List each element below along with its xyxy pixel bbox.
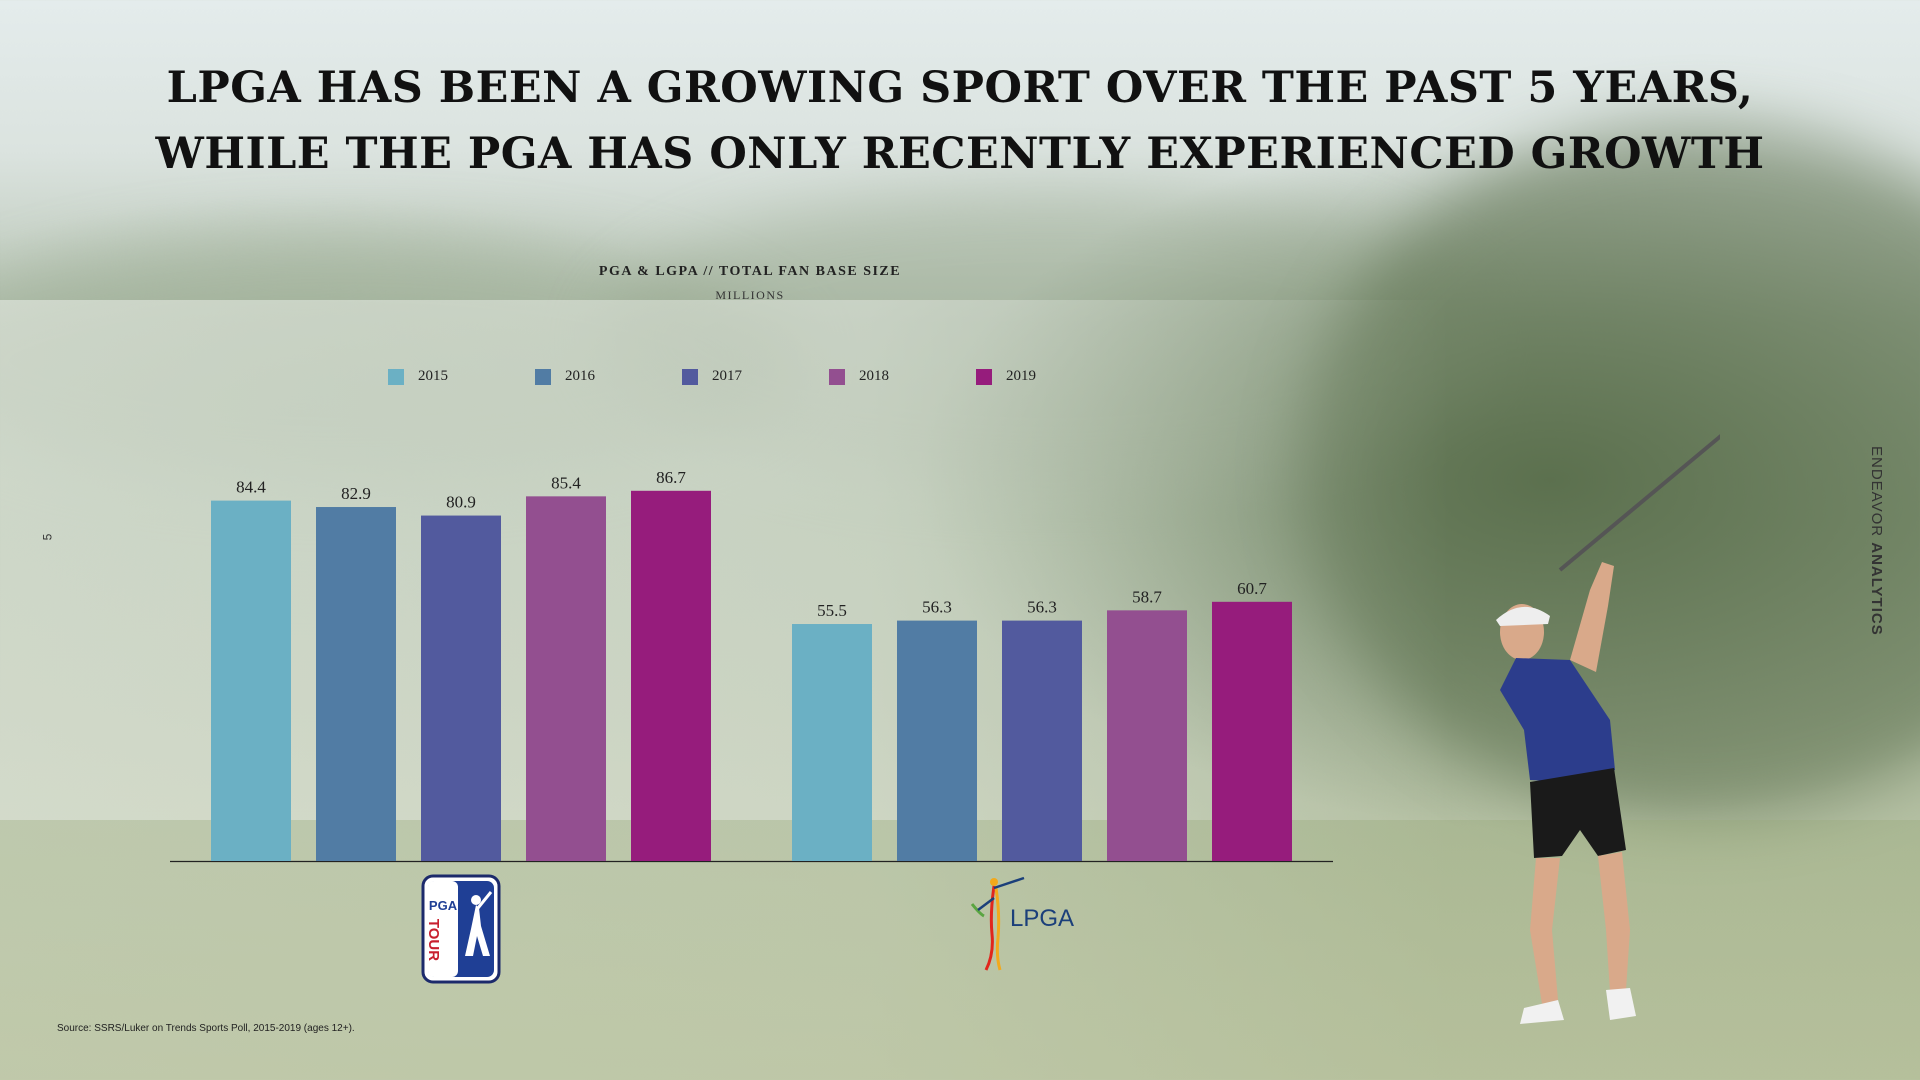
legend-swatch-2017 [682, 368, 698, 385]
page-number: 5 [40, 533, 55, 541]
brand-label: ENDEAVOR ANALYTICS [1868, 446, 1885, 636]
legend-item-2017: 2017 [682, 368, 742, 385]
source-note: Source: SSRS/Luker on Trends Sports Poll… [57, 1023, 355, 1034]
data-label-lpga-2015: 55.5 [817, 601, 847, 620]
golfer-photo [1496, 434, 1720, 1024]
bar-pga-2015 [211, 500, 291, 861]
legend-swatch-2018 [829, 368, 845, 385]
bar-lpga-2017 [1002, 620, 1082, 861]
lpga-logo: LPGA [970, 876, 1074, 971]
legend-label-2019: 2019 [1006, 368, 1036, 384]
data-label-lpga-2017: 56.3 [1027, 598, 1057, 617]
pga-tour-logo: PGA TOUR [421, 874, 501, 984]
legend-label-2016: 2016 [565, 368, 595, 384]
data-label-lpga-2019: 60.7 [1237, 579, 1267, 598]
legend-item-2015: 2015 [388, 368, 448, 385]
data-label-pga-2019: 86.7 [656, 468, 686, 487]
legend-item-2019: 2019 [976, 368, 1036, 385]
chart-legend: 2015 2016 2017 2018 2019 [0, 368, 1920, 392]
bar-lpga-2018 [1107, 610, 1187, 861]
data-label-lpga-2016: 56.3 [922, 598, 952, 617]
data-label-pga-2016: 82.9 [341, 484, 371, 503]
legend-item-2018: 2018 [829, 368, 889, 385]
data-label-pga-2018: 85.4 [551, 473, 581, 492]
bar-lpga-2019 [1212, 601, 1292, 861]
legend-swatch-2019 [976, 368, 992, 385]
page-title-line-2: WHILE THE PGA HAS ONLY RECENTLY EXPERIEN… [155, 129, 1765, 179]
legend-label-2017: 2017 [712, 368, 742, 384]
bar-lpga-2016 [897, 620, 977, 861]
chart-title: PGA & LGPA // TOTAL FAN BASE SIZE [598, 264, 902, 279]
pga-tour-logo-text-tour: TOUR [425, 919, 442, 961]
legend-swatch-2015 [388, 368, 404, 385]
bar-pga-2016 [316, 507, 396, 861]
page-title: LPGA HAS BEEN A GROWING SPORT OVER THE P… [60, 55, 1860, 187]
bar-lpga-2015 [792, 624, 872, 861]
brand-label-light: ENDEAVOR [1868, 446, 1885, 543]
legend-swatch-2016 [535, 368, 551, 385]
lpga-logo-text: LPGA [1010, 905, 1074, 932]
data-label-pga-2015: 84.4 [236, 478, 266, 497]
pga-tour-logo-text-pga: PGA [429, 898, 458, 913]
legend-label-2018: 2018 [859, 368, 889, 384]
legend-item-2016: 2016 [535, 368, 595, 385]
legend-label-2015: 2015 [418, 368, 448, 384]
brand-label-bold: ANALYTICS [1868, 542, 1885, 636]
page-title-line-1: LPGA HAS BEEN A GROWING SPORT OVER THE P… [166, 63, 1754, 113]
bar-pga-2019 [631, 490, 711, 861]
chart-subtitle: MILLIONS [715, 288, 785, 302]
bar-pga-2018 [526, 496, 606, 861]
bar-pga-2017 [421, 515, 501, 861]
data-label-pga-2017: 80.9 [446, 493, 476, 512]
data-label-lpga-2018: 58.7 [1132, 587, 1162, 606]
